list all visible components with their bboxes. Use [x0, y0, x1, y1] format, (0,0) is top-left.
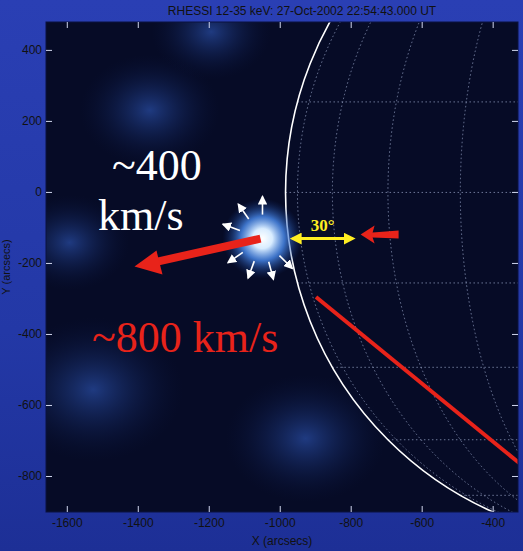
parallel	[297, 101, 518, 102]
solar-limb	[286, 22, 518, 512]
x-tick	[138, 506, 139, 512]
parallel	[388, 439, 518, 440]
parallel	[297, 282, 518, 283]
x-tick-label: -1200	[194, 516, 225, 530]
x-tick-label: -1000	[265, 516, 296, 530]
faint-feature	[226, 375, 386, 503]
x-tick	[351, 22, 352, 28]
y-tick	[512, 405, 518, 406]
x-tick	[351, 506, 352, 512]
x-axis-title: X (arcsecs)	[252, 534, 313, 548]
x-tick-label: -800	[339, 516, 363, 530]
meridian	[388, 22, 518, 512]
y-tick	[512, 50, 518, 51]
expansion-arrow	[228, 252, 243, 262]
y-tick	[512, 263, 518, 264]
y-tick	[46, 334, 52, 335]
x-tick	[67, 506, 68, 512]
y-tick-label: 0	[35, 185, 42, 199]
x-tick-label: -400	[481, 516, 505, 530]
chart: -1600 -1400 -1200 -1000 -800 -600 -400 -800 -600…	[0, 0, 523, 551]
expansion-arrow	[262, 197, 264, 215]
y-tick-label: 400	[22, 43, 42, 57]
velocity-label-400: ~400km/s	[98, 141, 202, 240]
y-tick	[46, 192, 52, 193]
y-tick-label: -400	[18, 327, 42, 341]
velocity-arrowhead	[134, 251, 162, 275]
y-tick-label: -600	[18, 398, 42, 412]
plot-frame	[46, 22, 518, 512]
y-tick	[512, 121, 518, 122]
faint-feature	[151, 22, 271, 80]
x-tick	[280, 506, 281, 512]
parallel	[286, 192, 518, 193]
y-tick	[46, 263, 52, 264]
red-line	[316, 297, 518, 480]
angle-label: 30°	[311, 216, 335, 235]
velocity-label-800: ~800 km/s	[92, 313, 278, 362]
y-tick-label: -800	[18, 469, 42, 483]
expansion-arrow	[279, 256, 292, 269]
y-tick	[46, 476, 52, 477]
y-tick	[46, 121, 52, 122]
expansion-arrow	[223, 224, 240, 230]
expansion-arrow	[238, 204, 248, 219]
x-tick	[493, 22, 494, 28]
expansion-arrow	[248, 261, 254, 278]
label-line: ~400	[112, 141, 202, 190]
x-tick	[209, 22, 210, 28]
plot-group	[46, 22, 518, 512]
label-line: km/s	[98, 191, 184, 240]
disk-grid	[286, 22, 518, 512]
x-tick	[138, 22, 139, 28]
y-axis-title: Y (arcsecs)	[0, 239, 12, 294]
x-tick	[67, 22, 68, 28]
meridian	[297, 22, 518, 512]
x-tick	[209, 506, 210, 512]
title: RHESSI 12-35 keV: 27-Oct-2002 22:54:43.0…	[168, 4, 437, 18]
expansion-arrow	[269, 262, 274, 279]
y-tick	[512, 192, 518, 193]
y-tick-label: -200	[18, 256, 42, 270]
x-tick-label: -600	[410, 516, 434, 530]
y-tick	[46, 405, 52, 406]
x-tick-label: -1400	[123, 516, 154, 530]
small-red-arrow	[361, 226, 399, 244]
y-tick	[512, 476, 518, 477]
y-tick	[46, 50, 52, 51]
x-tick	[280, 22, 281, 28]
angle-arrow	[293, 237, 353, 240]
y-tick	[512, 334, 518, 335]
y-tick-label: 200	[22, 114, 42, 128]
parallel	[332, 367, 518, 368]
x-tick	[422, 22, 423, 28]
x-tick-label: -1600	[52, 516, 83, 530]
velocity-arrow	[148, 239, 260, 264]
x-tick	[493, 506, 494, 512]
parallel	[460, 495, 518, 496]
x-tick	[422, 506, 423, 512]
